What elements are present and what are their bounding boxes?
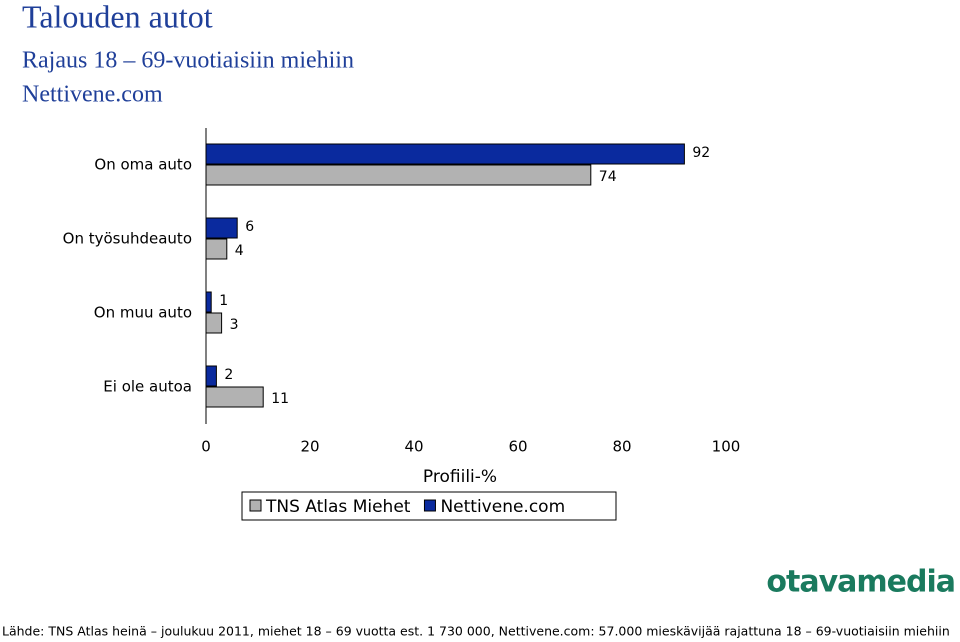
bar [205,238,228,260]
data-label: 4 [235,243,244,259]
data-label: 11 [271,391,289,407]
y-tick-label: On oma auto [94,156,192,174]
legend-label: Nettivene.com [440,497,565,517]
data-label: 74 [599,169,617,185]
legend-swatch [249,499,262,512]
x-tick-label: 60 [508,438,527,456]
x-tick-label: 0 [201,438,211,456]
y-tick-label: On työsuhdeauto [63,230,192,248]
bar [205,365,217,387]
bar [205,291,212,313]
x-tick-label: 40 [404,438,423,456]
chart-subtitle: Nettivene.com [22,82,163,108]
legend-box [241,491,617,521]
y-tick-label: On muu auto [94,304,192,322]
source: Lähde: TNS Atlas heinä – joulukuu 2011, … [2,624,950,639]
chart-subtitle: Rajaus 18 – 69-vuotiaisiin miehiin [22,48,354,74]
chart-title: Talouden autot [22,0,213,34]
x-axis-label: Profiili-% [423,467,497,487]
x-tick-label: 20 [300,438,319,456]
y-tick-label: Ei ole autoa [103,378,192,396]
data-label: 2 [224,367,233,383]
logo: otavamedia [766,565,955,600]
bar [205,143,685,165]
data-label: 92 [692,145,710,161]
bar [205,164,592,186]
legend-swatch [423,499,436,512]
x-tick-label: 80 [612,438,631,456]
bar [205,386,264,408]
data-label: 1 [219,293,228,309]
x-tick-label: 100 [712,438,741,456]
bar [205,312,223,334]
data-label: 3 [230,317,239,333]
bar [205,217,238,239]
data-label: 6 [245,219,254,235]
legend-label: TNS Atlas Miehet [265,497,411,517]
